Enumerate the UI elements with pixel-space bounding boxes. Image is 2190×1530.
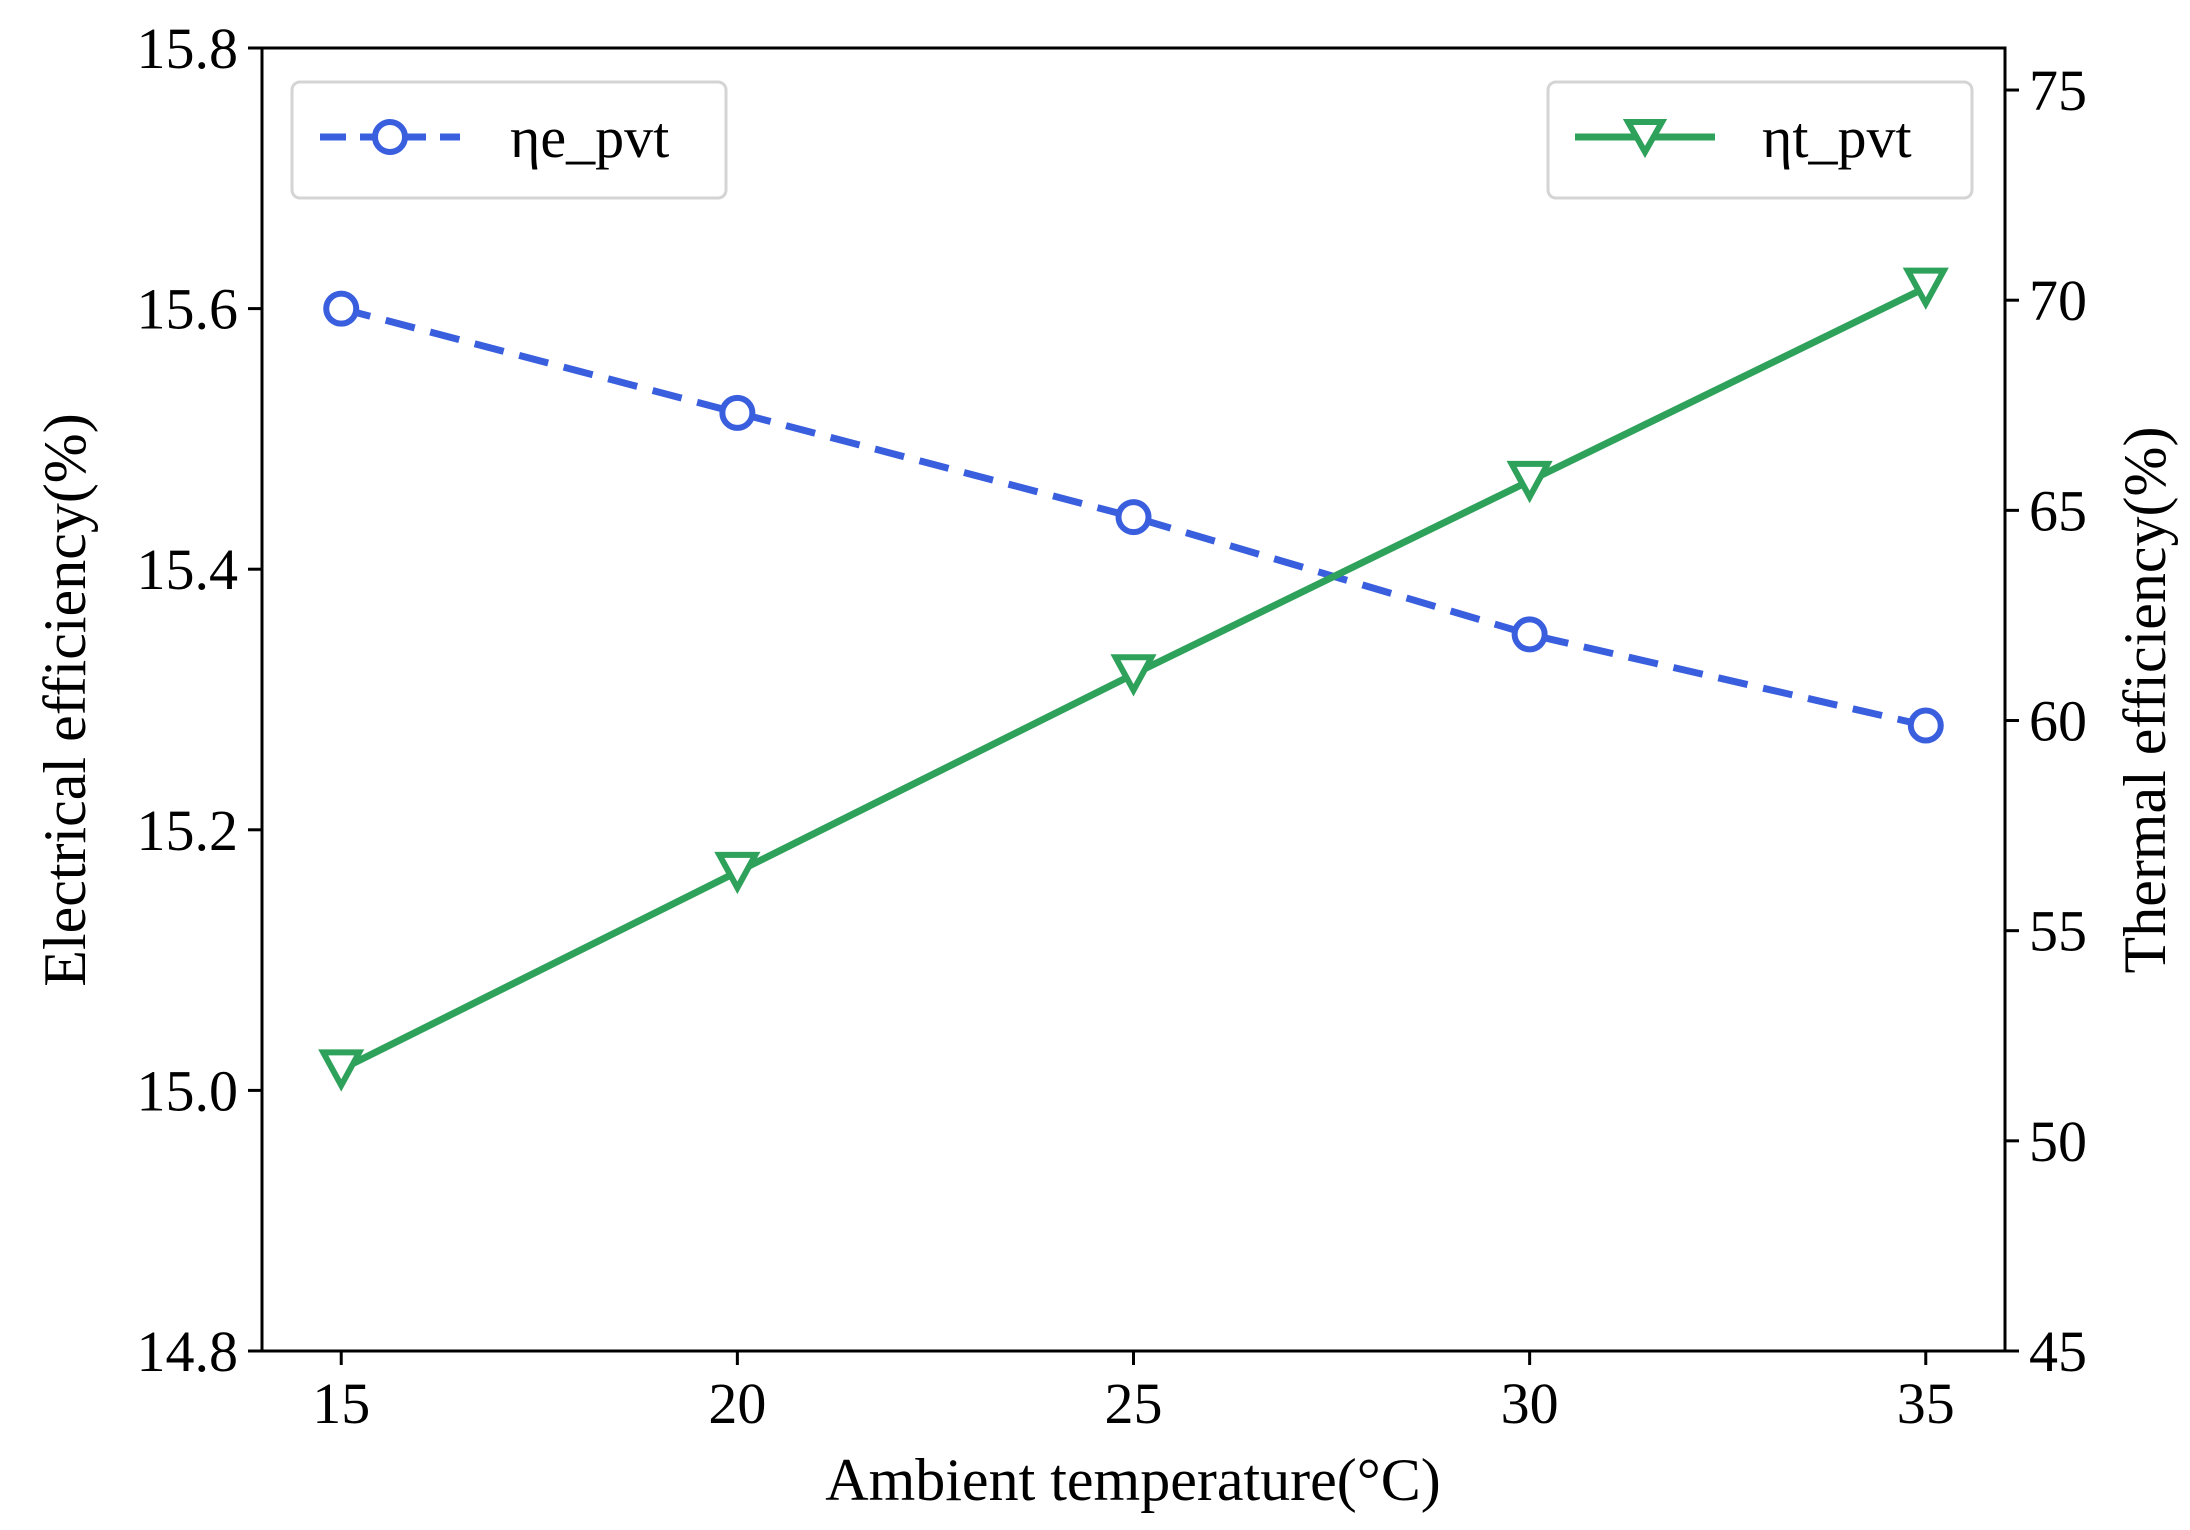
- series-layer: [318, 267, 1949, 1092]
- series-0-point-1: [719, 394, 756, 431]
- right-y-tick-label-0: 45: [2029, 1319, 2087, 1384]
- x-tick-label-4: 35: [1897, 1371, 1955, 1436]
- series-1-point-3: [1506, 460, 1553, 504]
- legend-electrical: ηe_pvt: [290, 80, 728, 200]
- left-y-tick-label-5: 15.8: [137, 16, 239, 81]
- left-y-axis-title: Electrical efficiency(%): [32, 413, 98, 987]
- legend-thermal: ηt_pvt: [1546, 80, 1974, 200]
- left-y-axis: 14.8 15.0 15.2 15.4 15.6 15.8: [137, 16, 262, 1384]
- x-tick-label-2: 25: [1105, 1371, 1163, 1436]
- right-y-tick-label-1: 50: [2029, 1109, 2087, 1174]
- left-y-tick-label-3: 15.4: [137, 537, 239, 602]
- x-tick-label-3: 30: [1501, 1371, 1559, 1436]
- plot-area-frame: [260, 46, 2007, 1353]
- series-1-point-0: [318, 1049, 365, 1092]
- right-y-tick-label-5: 70: [2029, 268, 2087, 333]
- series-0-point-0: [323, 290, 360, 327]
- left-y-tick-label-1: 15.0: [137, 1058, 239, 1123]
- x-tick-label-1: 20: [708, 1371, 766, 1436]
- x-axis: 15 20 25 30 35: [312, 1351, 1955, 1436]
- left-y-tick-label-4: 15.6: [137, 277, 239, 342]
- left-y-tick-label-2: 15.2: [137, 798, 239, 863]
- right-y-tick-label-4: 65: [2029, 478, 2087, 543]
- series-0-point-3: [1511, 616, 1548, 653]
- right-y-tick-label-6: 75: [2029, 58, 2087, 123]
- legend-electrical-marker: [372, 119, 408, 155]
- right-y-tick-label-3: 60: [2029, 689, 2087, 754]
- series-1-point-4: [1902, 267, 1949, 310]
- series-0-point-2: [1115, 499, 1152, 536]
- left-y-tick-label-0: 14.8: [137, 1319, 239, 1384]
- right-y-axis-title: Thermal efficiency(%): [2112, 427, 2178, 974]
- x-axis-title: Ambient temperature(°C): [825, 1447, 1440, 1513]
- legend-thermal-box: [1546, 80, 1974, 200]
- series-0-point-4: [1907, 707, 1944, 744]
- right-y-axis: 45 50 55 60 65 70 75: [2005, 58, 2087, 1384]
- series-1-point-1: [714, 851, 761, 895]
- legend-thermal-marker: [1622, 119, 1668, 159]
- legend-thermal-label: ηt_pvt: [1762, 105, 1912, 170]
- series-1-point-2: [1110, 654, 1157, 697]
- legend-electrical-box: [290, 80, 728, 200]
- right-y-tick-label-2: 55: [2029, 899, 2087, 964]
- legend-electrical-label: ηe_pvt: [510, 105, 669, 170]
- x-tick-label-0: 15: [312, 1371, 370, 1436]
